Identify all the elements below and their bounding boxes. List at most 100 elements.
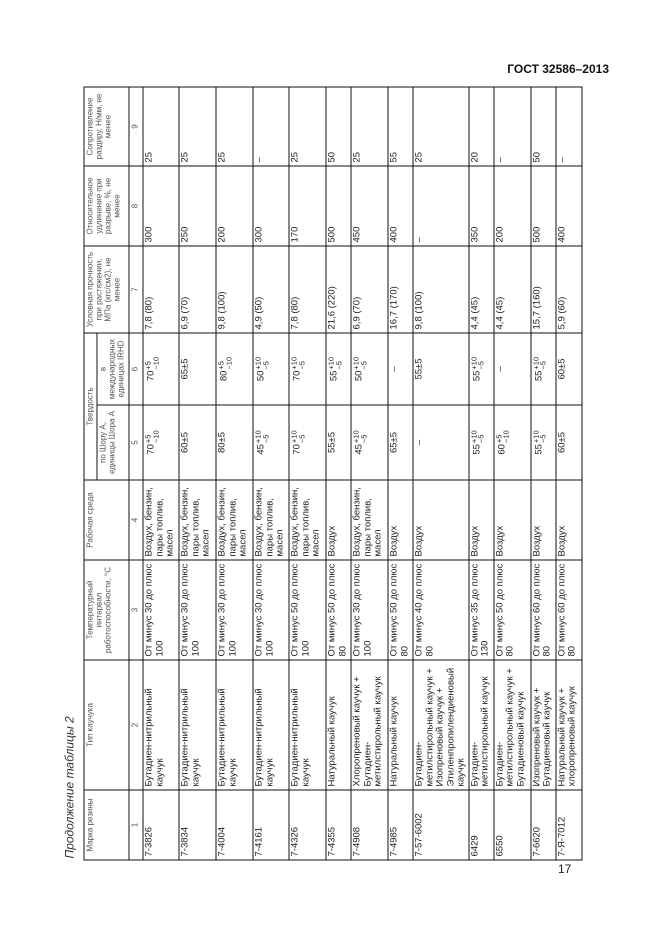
tolerance-value: 55 +10 −5 xyxy=(469,430,486,455)
nominal-value: 70 xyxy=(145,370,157,381)
cell-mark: 6550 xyxy=(493,789,530,860)
cell-elong: 200 xyxy=(493,165,530,246)
cell-type: Натуральный каучук + хлоропреновый каучу… xyxy=(555,659,581,790)
cell-shore: 55 +10 −5 xyxy=(530,404,555,480)
cell-temp: От минус 30 до плюс 100 xyxy=(178,559,216,660)
column-number: 4 xyxy=(128,479,143,560)
tolerance-value: 45 +10 −5 xyxy=(253,430,270,455)
cell-irhd: 60±5 xyxy=(555,332,581,405)
cell-elong: 400 xyxy=(555,165,581,246)
cell-medium: Воздух, бензин, пары топлив, масел xyxy=(252,479,289,560)
header-medium: Рабочая среда xyxy=(83,479,129,560)
cell-tear: – xyxy=(493,86,530,166)
cell-shore: 60±5 xyxy=(178,404,216,480)
tolerance-value: 60 +5 −10 xyxy=(494,429,511,454)
nominal-value: 55 xyxy=(470,443,482,455)
cell-medium: Воздух xyxy=(412,479,468,560)
cell-type: Бутадиен-метилстирольный каучук + Изопре… xyxy=(412,659,468,790)
cell-irhd: 70 +10 −5 xyxy=(288,332,326,405)
cell-temp: От минус 30 до плюс 100 xyxy=(350,559,388,660)
table-row: 6429 Бутадиен-метилстирольный каучук От ми… xyxy=(468,86,493,860)
tolerance-value: 70 +10 −5 xyxy=(289,356,306,381)
cell-irhd: 80 +5 −10 xyxy=(215,332,253,405)
cell-type: Хлоропреновый каучук + Бутадиен-метилсти… xyxy=(350,659,388,790)
cell-tear: 20 xyxy=(468,86,493,166)
nominal-value: 45 xyxy=(255,443,267,455)
cell-elong: 300 xyxy=(142,165,179,246)
cell-temp: От минус 30 до плюс 100 xyxy=(252,559,289,660)
lower-tolerance: −10 xyxy=(223,356,233,370)
cell-type: Бутадиен-метилстирольный каучук + Бутади… xyxy=(493,659,530,790)
table-row: 7-4326 Бутадиен-нитрильный каучук От минус… xyxy=(288,86,326,860)
header-hardness: Твердость xyxy=(83,332,97,480)
lower-tolerance: −5 xyxy=(260,434,270,443)
lower-tolerance: −10 xyxy=(501,429,510,443)
lower-tolerance: −5 xyxy=(296,434,306,443)
cell-type: Бутадиен-нитрильный каучук xyxy=(178,659,216,790)
table-row: 7-4004 Бутадиен-нитрильный каучук От минус… xyxy=(215,86,253,860)
cell-mark: 7-57-6002 xyxy=(412,789,468,860)
cell-medium: Воздух xyxy=(325,479,351,560)
lower-tolerance: −5 xyxy=(538,360,547,370)
tolerance-value: 80 +5 −10 xyxy=(216,356,233,381)
cell-medium: Воздух, бензин, пары топлив, масел xyxy=(178,479,216,560)
cell-temp: От минус 60 до плюс 80 xyxy=(555,559,581,660)
cell-strength: 9,8 (100) xyxy=(412,245,468,333)
cell-shore: 65±5 xyxy=(387,404,413,480)
tolerance-value: 55 +10 −5 xyxy=(531,430,548,454)
nominal-value: 55 xyxy=(532,370,544,381)
cell-shore: 60 +5 −10 xyxy=(493,404,530,480)
cell-irhd: – xyxy=(493,332,530,405)
tolerance-value: 70 +5 −10 xyxy=(143,430,160,455)
nominal-value: 80 xyxy=(218,370,230,381)
nominal-value: 70 xyxy=(145,443,157,455)
nominal-value: 45 xyxy=(353,443,365,455)
cell-temp: От минус 50 до плюс 80 xyxy=(493,559,530,660)
cell-shore: 55 +10 −5 xyxy=(468,404,493,480)
cell-type: Бутадиен-нитрильный каучук xyxy=(252,659,289,790)
cell-irhd: 65±5 xyxy=(178,332,216,405)
cell-mark: 7-4908 xyxy=(350,789,388,860)
header-tear: Сопротивление раздиру, Н/мм, не менее xyxy=(83,86,129,166)
lower-tolerance: −5 xyxy=(333,360,343,370)
cell-medium: Воздух xyxy=(387,479,413,560)
cell-irhd: 55 +10 −5 xyxy=(530,332,555,405)
cell-temp: От минус 35 до плюс 130 xyxy=(468,559,493,660)
cell-mark: 7-4985 xyxy=(387,789,413,860)
nominal-value: 50 xyxy=(353,370,365,381)
header-type: Тип каучука xyxy=(83,659,129,790)
cell-tear: 50 xyxy=(325,86,351,166)
nominal-value: 70 xyxy=(291,370,303,381)
column-number: 7 xyxy=(128,245,143,333)
cell-strength: 16,7 (170) xyxy=(387,245,413,333)
column-number: 1 xyxy=(128,789,143,860)
cell-tear: 25 xyxy=(288,86,326,166)
cell-strength: 6,9 (70) xyxy=(178,245,216,333)
cell-shore: 55±5 xyxy=(325,404,351,480)
cell-irhd: – xyxy=(387,332,413,405)
table-row: 7-Я-7012 Натуральный каучук + хлоропренов… xyxy=(555,86,581,860)
table-row: 7-4908 Хлоропреновый каучук + Бутадиен-ме… xyxy=(350,86,388,860)
tolerance-value: 55 +10 −5 xyxy=(531,356,548,381)
header-elongation: Относительное удлинение при разрыве, %, … xyxy=(83,165,129,246)
cell-irhd: 70 +5 −10 xyxy=(142,332,179,405)
cell-type: Изопреновый каучук + Бутадиеновый каучук xyxy=(530,659,555,790)
cell-temp: От минус 40 до плюс 80 xyxy=(412,559,468,660)
table-row: 7-3826 Бутадиен-нитрильный каучук От минус… xyxy=(142,86,179,860)
cell-medium: Воздух xyxy=(555,479,581,560)
table-row: 7-4355 Натуральный каучук От минус 50 до п… xyxy=(325,86,351,860)
document-standard-header: ГОСТ 32586–2013 xyxy=(507,62,609,76)
cell-medium: Воздух, бензин, пары топлив, масел xyxy=(215,479,253,560)
table-row: 7-6620 Изопреновый каучук + Бутадиеновый … xyxy=(530,86,555,860)
cell-tear: 25 xyxy=(350,86,388,166)
cell-mark: 7-4004 xyxy=(215,789,253,860)
rubber-properties-table: Марка резины Тип каучука Температурный и… xyxy=(83,86,582,860)
cell-mark: 7-4326 xyxy=(288,789,326,860)
cell-tear: 25 xyxy=(215,86,253,166)
cell-elong: 300 xyxy=(252,165,289,246)
cell-strength: 15,7 (160) xyxy=(530,245,555,333)
upper-tolerance: +10 xyxy=(289,429,298,443)
cell-shore: 45 +10 −5 xyxy=(252,404,289,480)
table-caption: Продолжение таблицы 2 xyxy=(62,715,76,858)
